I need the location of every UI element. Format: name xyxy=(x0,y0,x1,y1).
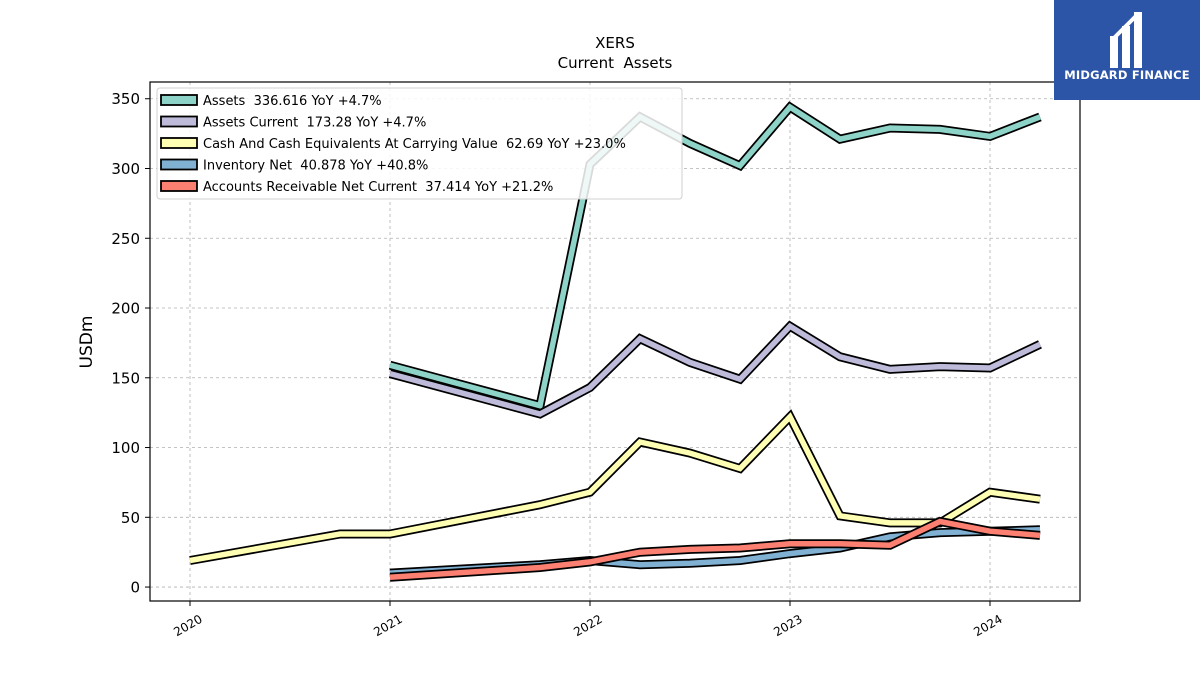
y-tick-label: 50 xyxy=(121,509,140,527)
x-tick-label: 2024 xyxy=(971,612,1004,639)
plot-frame xyxy=(149,81,1081,602)
series-line xyxy=(389,103,1041,410)
y-tick-label: 150 xyxy=(111,369,140,387)
series-5 xyxy=(389,516,1041,582)
x-tick-label: 2021 xyxy=(371,612,404,639)
x-tick-label: 2020 xyxy=(171,612,204,639)
brand-logo: MIDGARD FINANCE xyxy=(1054,0,1200,100)
legend-label: Inventory Net 40.878 YoY +40.8% xyxy=(203,159,428,174)
x-tick-label: 2023 xyxy=(771,612,804,639)
legend-swatch xyxy=(160,115,198,128)
y-tick-label: 100 xyxy=(111,439,140,457)
legend: Assets 336.616 YoY +4.7% Assets Current 1… xyxy=(156,87,683,200)
y-tick-label: 250 xyxy=(111,230,140,248)
legend-swatch xyxy=(160,158,198,171)
legend-box xyxy=(156,87,683,200)
legend-label: Assets 336.616 YoY +4.7% xyxy=(203,94,382,109)
series-1 xyxy=(388,101,1042,412)
chart-title: XERS xyxy=(595,34,635,52)
legend-swatch xyxy=(160,94,198,106)
midgard-logo-icon xyxy=(1110,12,1142,68)
y-tick-label: 300 xyxy=(111,160,140,178)
y-axis-label: USDm xyxy=(77,316,97,369)
legend-swatch xyxy=(160,137,198,149)
brand-logo-text: MIDGARD FINANCE xyxy=(1064,68,1190,82)
x-tick-label: 2022 xyxy=(571,612,604,639)
series-group xyxy=(189,101,1042,582)
legend-swatch xyxy=(160,180,198,192)
y-tick-label: 0 xyxy=(130,579,140,597)
chart-subtitle: Current Assets xyxy=(558,54,673,72)
series-line xyxy=(389,518,1041,581)
series-line xyxy=(389,322,1042,417)
series-2 xyxy=(388,320,1042,419)
legend-label: Accounts Receivable Net Current 37.414 Y… xyxy=(203,180,553,195)
legend-label: Assets Current 173.28 YoY +4.7% xyxy=(203,116,426,131)
legend-label: Cash And Cash Equivalents At Carrying Va… xyxy=(203,137,626,152)
y-tick-label: 200 xyxy=(111,300,140,318)
y-tick-label: 350 xyxy=(111,90,140,108)
